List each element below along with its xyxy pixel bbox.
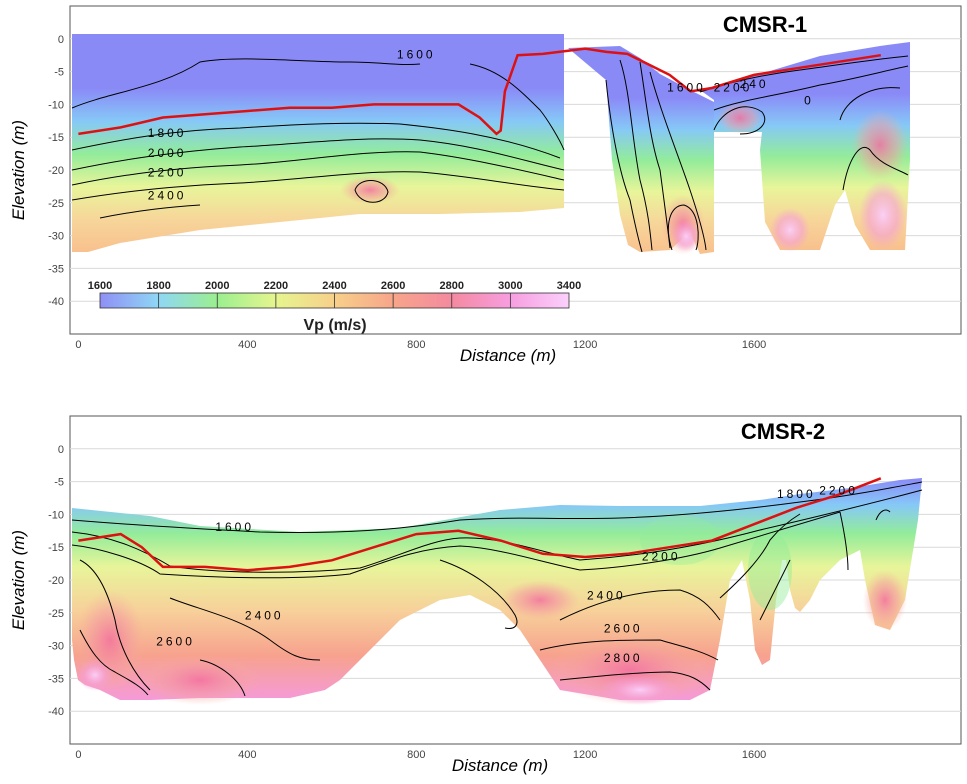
colorbar-tick-label: 2000 xyxy=(205,280,229,292)
contour-label: 2800 xyxy=(604,651,643,665)
colorbar-tick-label: 1800 xyxy=(146,280,170,292)
x-tick-label: 400 xyxy=(238,339,256,351)
hotspot xyxy=(500,580,580,620)
y-tick-label: -5 xyxy=(54,67,64,79)
velocity-field-east xyxy=(700,42,910,250)
colorbar-tick-label: 3000 xyxy=(498,280,522,292)
y-tick-label: -35 xyxy=(48,673,64,685)
contour-label: 2400 xyxy=(245,608,284,622)
colorbar-tick-label: 2600 xyxy=(381,280,405,292)
hotspot xyxy=(718,102,762,134)
contour-label: 1600 xyxy=(667,80,706,94)
y-axis-title: Elevation (m) xyxy=(9,530,28,630)
x-tick-label: 1600 xyxy=(742,749,766,761)
hotspot xyxy=(77,659,113,691)
contour-label: 2200 xyxy=(714,80,753,94)
contour-label: 2200 xyxy=(148,166,187,180)
panel-title: CMSR-1 xyxy=(723,12,807,37)
contour-label: 2400 xyxy=(148,189,187,203)
x-tick-label: 0 xyxy=(75,749,81,761)
x-tick-label: 800 xyxy=(407,339,425,351)
contour-label: 2000 xyxy=(148,146,187,160)
y-tick-label: -40 xyxy=(48,706,64,718)
hotspot xyxy=(672,220,700,252)
contour-label: 240 xyxy=(740,77,769,91)
colorbar-title: Vp (m/s) xyxy=(303,317,366,334)
y-tick-label: -15 xyxy=(48,132,64,144)
contour-label: 2200 xyxy=(642,549,681,563)
contour-label: 1600 xyxy=(215,520,254,534)
y-tick-label: -40 xyxy=(48,296,64,308)
colorbar-tick-label: 2400 xyxy=(322,280,346,292)
colorbar-tick-label: 2200 xyxy=(264,280,288,292)
colorbar-tick-label: 3400 xyxy=(557,280,581,292)
colorbar: 1600 1800 2000 2200 2400 2600 2800 3000 3400 Vp … xyxy=(88,280,581,334)
x-axis-title: Distance (m) xyxy=(460,346,556,365)
y-tick-label: -30 xyxy=(48,641,64,653)
contour-label: 1800 xyxy=(148,126,187,140)
y-tick-label: -20 xyxy=(48,575,64,587)
hotspot xyxy=(640,515,720,565)
colorbar-tick-label: 2800 xyxy=(440,280,464,292)
contour-lines xyxy=(71,55,909,253)
contour-label: 2200 xyxy=(819,484,858,498)
x-tick-label: 800 xyxy=(407,749,425,761)
velocity-field-west xyxy=(72,34,564,252)
hotspot xyxy=(863,570,907,630)
x-tick-label: 1200 xyxy=(573,749,597,761)
panel-title: CMSR-2 xyxy=(741,419,825,444)
water-table-line xyxy=(78,477,882,572)
contour-label: 2600 xyxy=(156,635,195,649)
y-tick-label: -20 xyxy=(48,165,64,177)
hotspot xyxy=(859,180,907,250)
axis-ticks: 0 -5 -10 -15 -20 -25 -30 -35 -40 0 400 800 1200 1600 xyxy=(48,34,766,351)
y-tick-label: -10 xyxy=(48,99,64,111)
axis-ticks: 0 -5 -10 -15 -20 -25 -30 -35 -40 0 400 800 1200 1600 xyxy=(48,444,766,761)
hotspot xyxy=(748,530,792,610)
velocity-field xyxy=(72,478,922,700)
y-axis-title: Elevation (m) xyxy=(9,120,28,220)
y-tick-label: -30 xyxy=(48,231,64,243)
contour-label: 0 xyxy=(804,93,814,107)
panel-cmsr-1: 1600 1800 2000 2200 2400 2600 2800 3000 3400 Vp … xyxy=(9,5,962,365)
hotspot xyxy=(140,655,260,705)
y-tick-label: 0 xyxy=(58,444,64,456)
y-tick-label: -5 xyxy=(54,477,64,489)
y-tick-label: -15 xyxy=(48,542,64,554)
x-tick-label: 1200 xyxy=(573,339,597,351)
y-tick-label: -25 xyxy=(48,198,64,210)
y-tick-label: -25 xyxy=(48,608,64,620)
x-tick-label: 0 xyxy=(75,339,81,351)
contour-label: 1800 xyxy=(777,487,816,501)
x-tick-label: 400 xyxy=(238,749,256,761)
x-tick-label: 1600 xyxy=(742,339,766,351)
x-axis-title: Distance (m) xyxy=(452,756,548,775)
colorbar-tick-label: 1600 xyxy=(88,280,112,292)
y-tick-label: 0 xyxy=(58,34,64,46)
hotspot xyxy=(600,675,680,705)
hotspot xyxy=(770,208,810,252)
hotspot xyxy=(852,110,908,180)
panel-cmsr-2: 0-5-10-15-20-25-30-35-400 400 800 1200 1600 … xyxy=(9,415,962,775)
water-table-line xyxy=(78,47,881,136)
y-tick-label: -10 xyxy=(48,509,64,521)
contour-label: 1600 xyxy=(397,47,436,61)
colorbar-ticks: 1600 1800 2000 2200 2400 2600 2800 3000 3400 xyxy=(88,280,581,308)
contour-label: 2600 xyxy=(604,621,643,635)
y-tick-label: -35 xyxy=(48,263,64,275)
contour-lines xyxy=(71,481,923,697)
contour-label: 2400 xyxy=(587,589,626,603)
